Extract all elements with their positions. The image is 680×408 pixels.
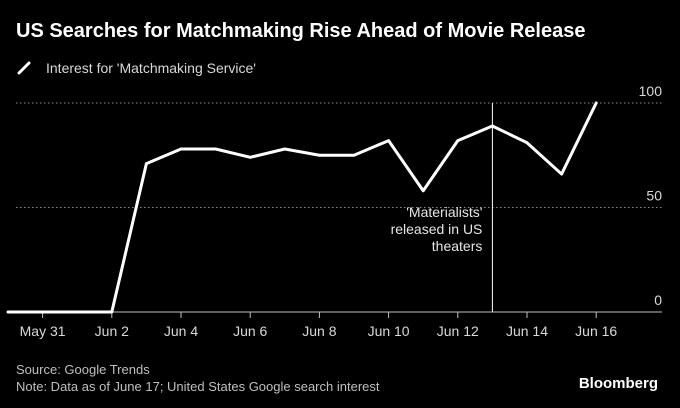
y-tick-label-100: 100 [639,83,663,99]
x-tick-label: Jun 14 [506,323,548,339]
y-tick-label-50: 50 [646,188,662,204]
data-point [179,147,183,151]
data-point [387,139,390,142]
x-tick-label: Jun 2 [95,323,129,339]
x-tick-label: Jun 6 [233,323,267,339]
data-point [6,310,10,314]
data-point [352,154,356,157]
x-tick-label: Jun 8 [302,323,336,339]
x-tick-label: Jun 12 [437,323,479,339]
footer: Source: Google Trends Note: Data as of J… [16,361,380,395]
legend: Interest for 'Matchmaking Service' [16,60,256,76]
data-point [456,139,459,142]
x-tick-label: Jun 16 [575,323,617,339]
annotation-text: 'Materialists' released in US theaters [391,204,483,254]
data-point [76,310,79,314]
legend-swatch [17,61,31,75]
series-line [6,101,598,314]
annotation-line-text: released in US [391,221,483,237]
annotation-line-text: 'Materialists' [406,204,482,220]
source-note: Source: Google Trends [16,362,150,377]
data-point [318,154,321,157]
data-point [110,310,114,314]
x-tick-label: Jun 4 [164,323,198,339]
data-point [525,141,529,144]
x-tick-label: Jun 10 [368,323,410,339]
data-point [595,101,598,105]
data-point [560,172,563,176]
data-note: Note: Data as of June 17; United States … [16,379,380,394]
legend-label: Interest for 'Matchmaking Service' [46,60,256,76]
data-point [491,124,494,128]
line-chart: May 31 Jun 2 Jun 4 Jun 6 Jun 8 Jun 10 Jun 12 Ju… [6,83,663,339]
data-point [214,147,217,151]
data-point [145,162,148,165]
y-tick-label-0: 0 [654,292,662,308]
x-tick-label: May 31 [20,323,66,339]
data-point [41,310,44,314]
annotation-line-text: theaters [432,238,483,254]
chart-title: US Searches for Matchmaking Rise Ahead o… [16,20,586,42]
data-point [249,156,252,159]
bloomberg-logo: Bloomberg [578,375,658,392]
data-point [283,147,286,151]
data-point [422,189,425,192]
